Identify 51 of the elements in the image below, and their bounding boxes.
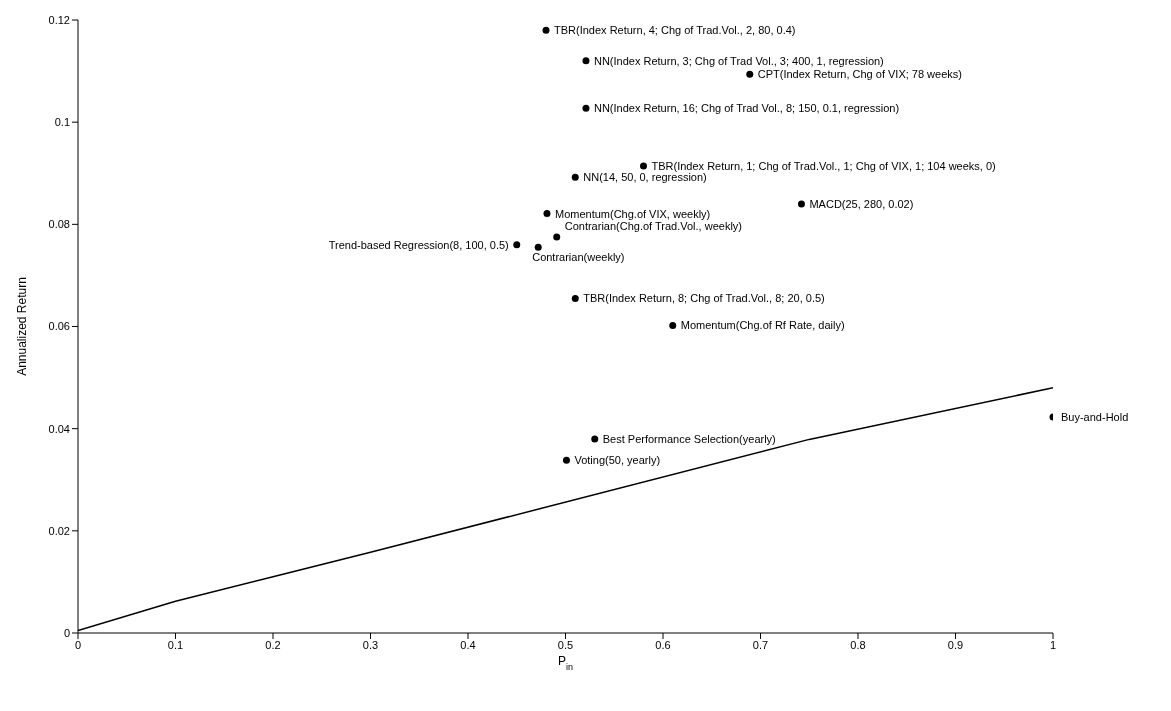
x-tick-label: 0 xyxy=(74,638,82,651)
y-tick-label: 0 xyxy=(63,626,70,639)
annotation: Trend-based Regression(8, 100, 0.5) xyxy=(328,238,509,251)
x-tick-label: 0.8 xyxy=(850,638,866,651)
point xyxy=(542,26,550,34)
point xyxy=(562,456,570,464)
point xyxy=(582,104,590,112)
x-tick-label: 0.5 xyxy=(557,638,574,651)
point xyxy=(797,200,805,208)
x-tick-label: 0.7 xyxy=(752,638,769,651)
x-tick-label: 0.6 xyxy=(655,638,671,651)
y-tick-label: 0.04 xyxy=(48,422,70,435)
annotation: MACD(25, 280, 0.02) xyxy=(809,197,914,210)
point xyxy=(746,70,754,78)
annotation: NN(14, 50, 0, regression) xyxy=(583,171,707,184)
x-tick-label: 0.2 xyxy=(265,638,281,651)
y-tick-label: 0.12 xyxy=(48,13,70,26)
annotation: TBR(Index Return, 4; Chg of Trad.Vol., 2, 80, 0.4) xyxy=(554,24,796,37)
y-tick-label: 0.1 xyxy=(54,116,70,129)
x-tick-label: 0.9 xyxy=(947,638,964,651)
annotation: TBR(Index Return, 8; Chg of Trad.Vol., 8; 20, 0.5) xyxy=(583,292,825,305)
annotation: Contrarian(weekly) xyxy=(532,251,625,264)
x-tick-label: 0.3 xyxy=(362,638,379,651)
annotation: Best Performance Selection(yearly) xyxy=(602,432,776,445)
x-axis-title: P$_{in}$ xyxy=(557,654,574,672)
annotation: NN(Index Return, 3; Chg of Trad Vol., 3; 400, 1, regression) xyxy=(593,54,884,67)
point xyxy=(543,210,551,218)
point xyxy=(534,243,542,251)
x-tick-label: 0.4 xyxy=(460,638,476,651)
point xyxy=(513,241,521,249)
annotation: CPT(Index Return, Chg of VIX; 78 weeks) xyxy=(757,68,962,81)
y-tick-label: 0.08 xyxy=(48,218,70,231)
point xyxy=(591,435,599,443)
y-tick-label: 0.02 xyxy=(48,524,70,537)
point xyxy=(571,173,579,181)
point xyxy=(640,162,647,170)
x-tick-label: 0.1 xyxy=(167,638,184,651)
point xyxy=(582,57,590,65)
point xyxy=(571,294,579,302)
y-tick-label: 0.06 xyxy=(48,320,70,333)
annotation: Momentum(Chg.of VIX, weekly) xyxy=(554,207,711,220)
annotation: Contrarian(Chg.of Trad.Vol., weekly) xyxy=(564,220,743,233)
annotation: TBR(Index Return, 1; Chg of Trad.Vol., 1; Chg of VIX, 1; 104 weeks, 0) xyxy=(651,160,996,173)
annotation: NN(Index Return, 16; Chg of Trad Vol., 8; 150, 0.1, regression) xyxy=(593,102,900,115)
annotation: Voting(50, yearly) xyxy=(574,454,661,467)
y-axis-title: Annualized Return xyxy=(15,277,29,376)
annotation: Buy-and-Hold xyxy=(1061,410,1129,423)
x-tick-label: 1 xyxy=(1049,638,1057,651)
annotation: Momentum(Chg.of Rf Rate, daily) xyxy=(680,319,845,332)
point xyxy=(669,321,677,329)
point xyxy=(553,233,561,241)
